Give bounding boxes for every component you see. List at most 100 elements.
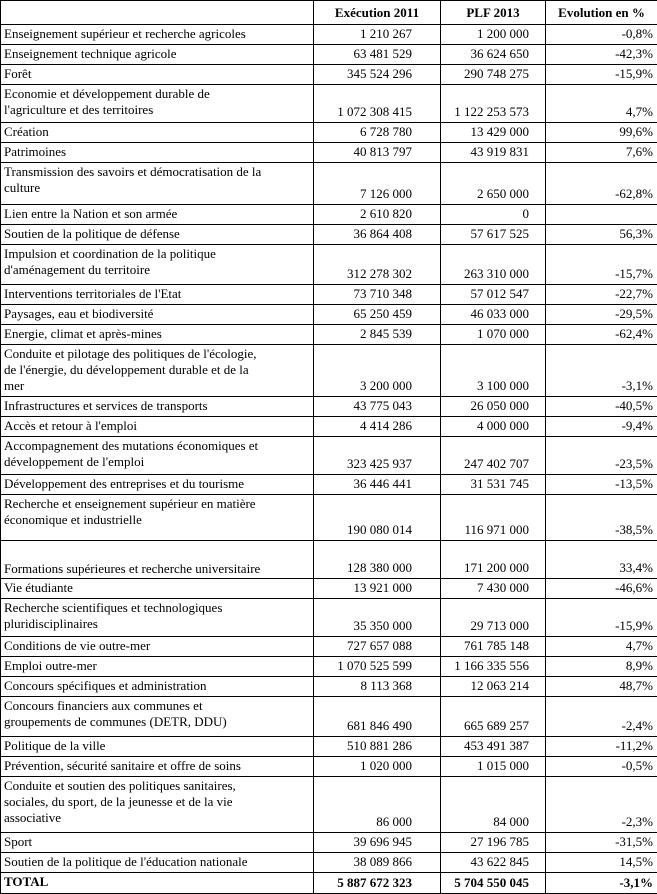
row-evolution: -62,8% [546,163,657,205]
row-evolution: -2,4% [546,697,657,737]
row-value-2013: 13 429 000 [441,123,546,143]
row-value-2011: 6 728 780 [314,123,441,143]
row-label: Enseignement supérieur et recherche agri… [1,25,314,45]
row-evolution: -31,5% [546,833,657,853]
row-value-2013: 453 491 387 [441,737,546,757]
table-row: Transmission des savoirs et démocratisat… [1,163,657,205]
row-label: Conduite et soutien des politiques sanit… [1,777,314,833]
row-label: Impulsion et coordination de la politiqu… [1,245,314,285]
row-evolution: -9,4% [546,417,657,437]
row-label: Enseignement technique agricole [1,45,314,65]
row-evolution: -15,7% [546,245,657,285]
row-value-2013: 57 617 525 [441,225,546,245]
row-label: Energie, climat et après-mines [1,325,314,345]
row-evolution: -13,5% [546,475,657,495]
row-evolution: -62,4% [546,325,657,345]
row-evolution: -2,3% [546,777,657,833]
table-row: Recherche et enseignement supérieur en m… [1,495,657,541]
row-value-2013: 1 166 335 556 [441,657,546,677]
table-row: Economie et développement durable de l'a… [1,85,657,123]
row-label: Concours financiers aux communes et grou… [1,697,314,737]
row-evolution: 33,4% [546,541,657,579]
row-evolution: -46,6% [546,579,657,599]
row-evolution: -38,5% [546,495,657,541]
row-evolution: -11,2% [546,737,657,757]
row-label: Conduite et pilotage des politiques de l… [1,345,314,397]
row-evolution: -15,9% [546,65,657,85]
row-value-2011: 39 696 945 [314,833,441,853]
row-value-2013: 0 [441,205,546,225]
row-value-2011: 1 070 525 599 [314,657,441,677]
row-value-2013: 7 430 000 [441,579,546,599]
table-row: Infrastructures et services de transport… [1,397,657,417]
row-value-2011: 13 921 000 [314,579,441,599]
row-value-2011: 7 126 000 [314,163,441,205]
row-value-2011: 345 524 296 [314,65,441,85]
row-label: Infrastructures et services de transport… [1,397,314,417]
row-value-2011: 1 210 267 [314,25,441,45]
row-value-2011: 2 845 539 [314,325,441,345]
row-value-2011: 40 813 797 [314,143,441,163]
row-evolution: -23,5% [546,437,657,475]
row-label: Economie et développement durable de l'a… [1,85,314,123]
row-label: Création [1,123,314,143]
row-value-2011: 3 200 000 [314,345,441,397]
row-value-2013: 36 624 650 [441,45,546,65]
row-label: Soutien de la politique de défense [1,225,314,245]
row-value-2013: 1 122 253 573 [441,85,546,123]
row-value-2011: 35 350 000 [314,599,441,637]
row-value-2011: 4 414 286 [314,417,441,437]
row-value-2013: 12 063 214 [441,677,546,697]
row-label: Développement des entreprises et du tour… [1,475,314,495]
row-value-2013: 26 050 000 [441,397,546,417]
table-row: Impulsion et coordination de la politiqu… [1,245,657,285]
row-value-2011: 1 020 000 [314,757,441,777]
row-evolution: -3,1% [546,345,657,397]
row-value-2013: 27 196 785 [441,833,546,853]
row-evolution: 4,7% [546,85,657,123]
row-label: Vie étudiante [1,579,314,599]
row-value-2011: 73 710 348 [314,285,441,305]
header-plf-2013: PLF 2013 [441,1,546,25]
row-value-2013: 29 713 000 [441,599,546,637]
row-value-2013: 665 689 257 [441,697,546,737]
table-row: Enseignement supérieur et recherche agri… [1,25,657,45]
row-value-2011: 43 775 043 [314,397,441,417]
row-evolution: -15,9% [546,599,657,637]
row-value-2011: 36 446 441 [314,475,441,495]
row-value-2013: 84 000 [441,777,546,833]
table-row: Développement des entreprises et du tour… [1,475,657,495]
row-value-2011: 36 864 408 [314,225,441,245]
row-value-2013: 263 310 000 [441,245,546,285]
row-value-2013: 2 650 000 [441,163,546,205]
table-row: Conduite et soutien des politiques sanit… [1,777,657,833]
row-evolution: -22,7% [546,285,657,305]
row-value-2013: 3 100 000 [441,345,546,397]
row-evolution: -0,8% [546,25,657,45]
header-execution-2011: Exécution 2011 [314,1,441,25]
row-label: Patrimoines [1,143,314,163]
row-label: Recherche scientifiques et technologique… [1,599,314,637]
row-value-2013: 761 785 148 [441,637,546,657]
row-label: Emploi outre-mer [1,657,314,677]
row-label: Accompagnement des mutations économiques… [1,437,314,475]
row-label: Sport [1,833,314,853]
row-value-2013: 1 015 000 [441,757,546,777]
row-evolution: -29,5% [546,305,657,325]
row-evolution: 56,3% [546,225,657,245]
table-row: Recherche scientifiques et technologique… [1,599,657,637]
row-value-2013: 1 070 000 [441,325,546,345]
row-value-2013: 290 748 275 [441,65,546,85]
table-row: Prévention, sécurité sanitaire et offre … [1,757,657,777]
row-label: Recherche et enseignement supérieur en m… [1,495,314,541]
